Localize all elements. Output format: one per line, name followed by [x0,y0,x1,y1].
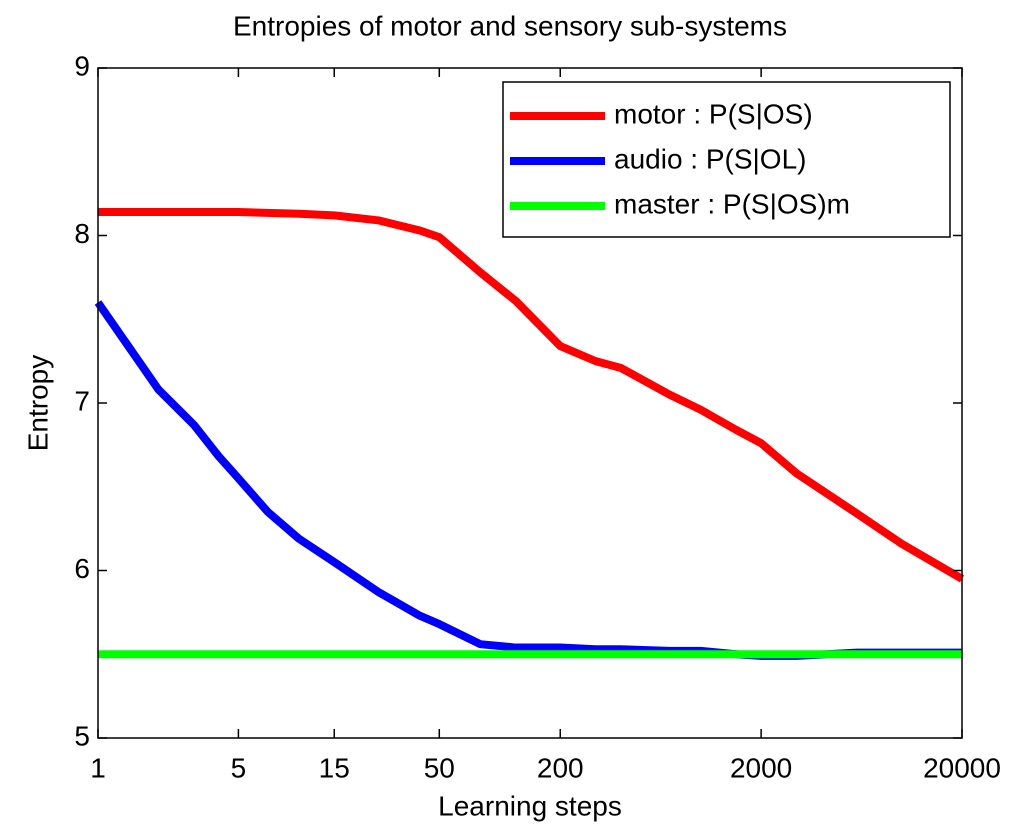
x-tick-label: 20000 [923,752,1001,783]
y-tick-label: 6 [74,553,90,584]
legend-label: audio : P(S|OL) [614,143,806,174]
x-tick-label: 50 [424,752,455,783]
y-axis-label: Entropy [22,355,53,452]
x-tick-label: 5 [231,752,247,783]
y-tick-label: 5 [74,720,90,751]
legend-label: motor : P(S|OS) [614,98,813,129]
x-tick-label: 15 [319,752,350,783]
x-axis-label: Learning steps [438,790,622,821]
x-tick-label: 200 [537,752,584,783]
line-series [94,300,962,660]
x-tick-label: 1 [90,752,106,783]
line-series [98,208,965,583]
legend-label: master : P(S|OS)m [614,188,850,219]
y-tick-label: 7 [74,385,90,416]
y-tick-label: 8 [74,218,90,249]
y-tick-label: 9 [74,50,90,81]
x-tick-label: 2000 [730,752,792,783]
chart-title: Entropies of motor and sensory sub-syste… [233,10,787,41]
